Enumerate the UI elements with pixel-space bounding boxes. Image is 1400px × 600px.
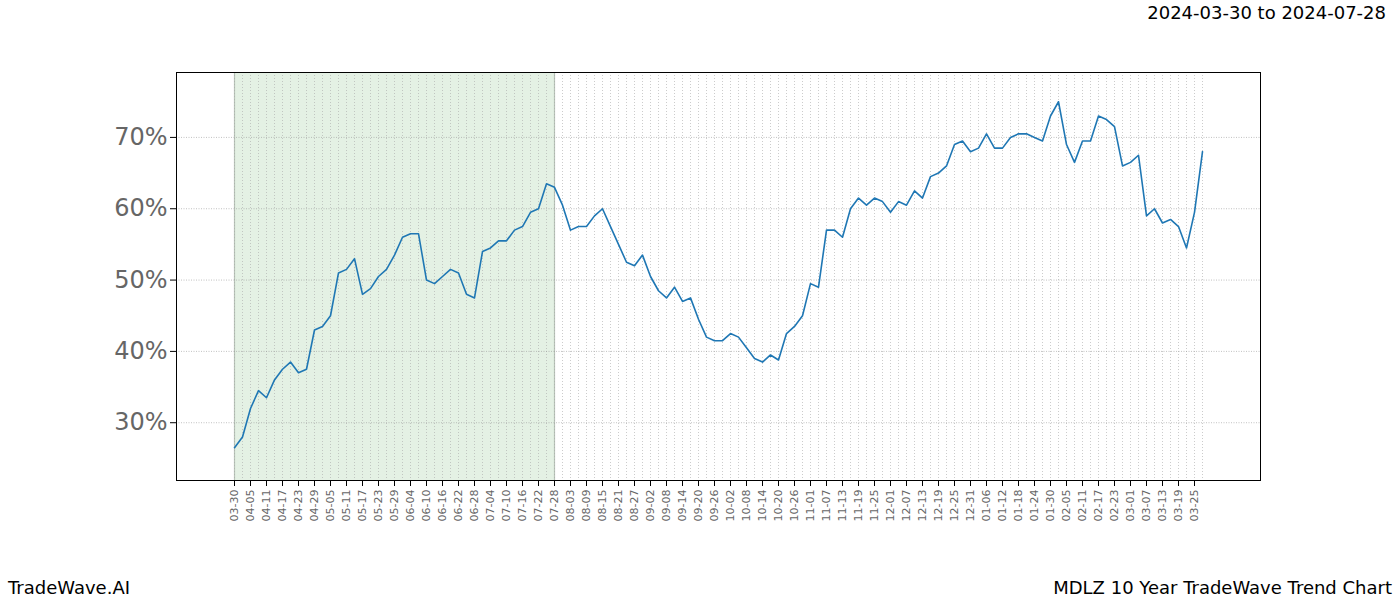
svg-text:30%: 30%	[114, 408, 167, 436]
svg-text:11-25: 11-25	[868, 490, 881, 522]
html-text:MDLZ 10 Year TradeWave Trend C: MDLZ 10 Year TradeWave Trend Chart	[1053, 577, 1392, 598]
svg-text:02-11: 02-11	[1076, 490, 1089, 522]
svg-text:12-07: 12-07	[900, 490, 913, 522]
svg-text:03-30: 03-30	[228, 490, 241, 522]
svg-text:01-30: 01-30	[1044, 490, 1057, 522]
svg-text:04-11: 04-11	[260, 490, 273, 522]
svg-text:01-12: 01-12	[996, 490, 1009, 522]
svg-text:07-28: 07-28	[548, 490, 561, 522]
svg-text:03-01: 03-01	[1124, 490, 1137, 522]
svg-text:06-10: 06-10	[420, 490, 433, 522]
svg-text:06-22: 06-22	[452, 490, 465, 522]
html-text:2024-03-30 to 2024-07-28: 2024-03-30 to 2024-07-28	[1147, 2, 1386, 23]
html-text:TradeWave.AI: TradeWave.AI	[8, 577, 130, 598]
svg-text:12-01: 12-01	[884, 490, 897, 522]
svg-text:05-05: 05-05	[324, 490, 337, 522]
svg-text:01-06: 01-06	[980, 490, 993, 522]
svg-text:12-31: 12-31	[964, 490, 977, 522]
svg-text:03-19: 03-19	[1172, 490, 1185, 522]
svg-text:04-23: 04-23	[292, 490, 305, 522]
svg-text:04-29: 04-29	[308, 490, 321, 522]
svg-text:50%: 50%	[114, 266, 167, 294]
svg-text:12-19: 12-19	[932, 490, 945, 522]
svg-text:06-04: 06-04	[404, 490, 417, 522]
svg-text:03-25: 03-25	[1188, 490, 1201, 522]
svg-text:08-03: 08-03	[564, 490, 577, 522]
svg-text:09-14: 09-14	[676, 490, 689, 522]
svg-text:11-07: 11-07	[820, 490, 833, 522]
svg-text:03-07: 03-07	[1140, 490, 1153, 522]
svg-text:02-23: 02-23	[1108, 490, 1121, 522]
svg-text:10-20: 10-20	[772, 490, 785, 522]
svg-text:10-26: 10-26	[788, 490, 801, 522]
svg-text:09-08: 09-08	[660, 490, 673, 522]
svg-text:05-17: 05-17	[356, 490, 369, 522]
svg-text:05-23: 05-23	[372, 490, 385, 522]
svg-text:06-28: 06-28	[468, 490, 481, 522]
svg-text:02-17: 02-17	[1092, 490, 1105, 522]
svg-text:03-13: 03-13	[1156, 490, 1169, 522]
svg-text:09-26: 09-26	[708, 490, 721, 522]
svg-text:70%: 70%	[114, 123, 167, 151]
svg-text:02-05: 02-05	[1060, 490, 1073, 522]
svg-text:04-05: 04-05	[244, 490, 257, 522]
svg-text:40%: 40%	[114, 337, 167, 365]
svg-text:11-01: 11-01	[804, 490, 817, 522]
svg-text:09-20: 09-20	[692, 490, 705, 522]
svg-text:05-29: 05-29	[388, 490, 401, 522]
svg-text:12-13: 12-13	[916, 490, 929, 522]
svg-text:06-16: 06-16	[436, 490, 449, 522]
svg-text:08-21: 08-21	[612, 490, 625, 522]
svg-text:60%: 60%	[114, 194, 167, 222]
svg-text:11-19: 11-19	[852, 490, 865, 522]
svg-text:07-10: 07-10	[500, 490, 513, 522]
svg-text:11-13: 11-13	[836, 490, 849, 522]
svg-text:08-27: 08-27	[628, 490, 641, 522]
svg-text:01-24: 01-24	[1028, 490, 1041, 522]
svg-text:10-02: 10-02	[724, 490, 737, 522]
svg-text:05-11: 05-11	[340, 490, 353, 522]
svg-text:01-18: 01-18	[1012, 490, 1025, 522]
svg-text:07-04: 07-04	[484, 490, 497, 522]
svg-text:12-25: 12-25	[948, 490, 961, 522]
svg-text:10-14: 10-14	[756, 490, 769, 522]
svg-text:10-08: 10-08	[740, 490, 753, 522]
svg-text:07-16: 07-16	[516, 490, 529, 522]
svg-text:08-09: 08-09	[580, 490, 593, 522]
svg-text:09-02: 09-02	[644, 490, 657, 522]
svg-text:07-22: 07-22	[532, 490, 545, 522]
svg-text:08-15: 08-15	[596, 490, 609, 522]
svg-text:04-17: 04-17	[276, 490, 289, 522]
